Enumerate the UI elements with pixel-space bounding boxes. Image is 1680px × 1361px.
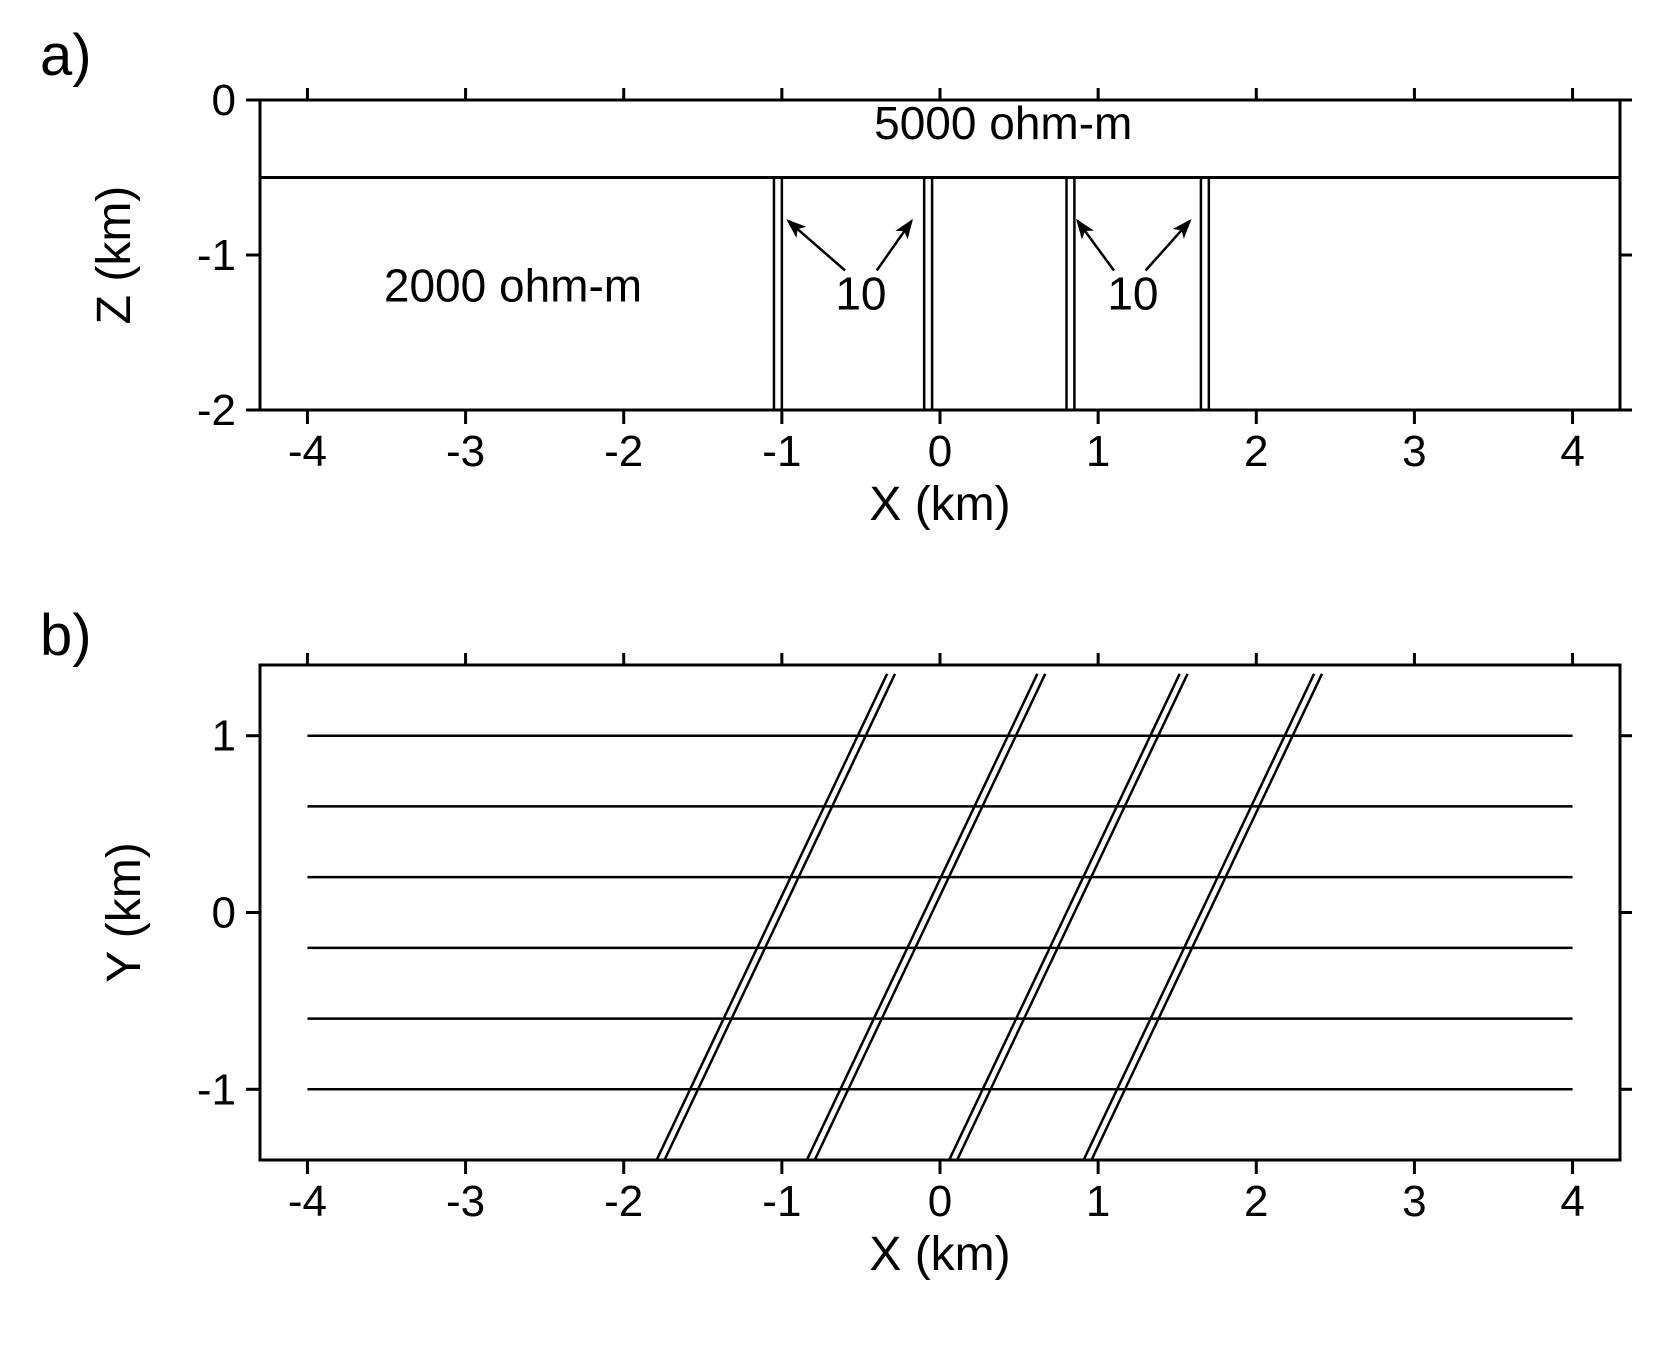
label-top-layer: 5000 ohm-m <box>874 97 1132 149</box>
y-axis-label: Z (km) <box>88 186 141 325</box>
y-tick-label: 1 <box>212 712 236 761</box>
arrow-icon <box>877 221 912 271</box>
dyke-trace <box>665 674 895 1160</box>
label-dyke-right: 10 <box>1107 267 1158 319</box>
dyke-trace <box>949 674 1179 1160</box>
x-tick-label: -2 <box>604 427 643 476</box>
x-axis-label: X (km) <box>869 478 1010 531</box>
x-tick-label: -4 <box>288 1177 327 1226</box>
dyke-trace <box>1084 674 1314 1160</box>
x-tick-label: -1 <box>762 1177 801 1226</box>
arrow-icon <box>1146 221 1190 271</box>
x-tick-label: 1 <box>1086 1177 1110 1226</box>
y-axis-label: Y (km) <box>98 842 151 982</box>
y-tick-label: -1 <box>197 231 236 280</box>
x-tick-label: -2 <box>604 1177 643 1226</box>
x-tick-label: 4 <box>1560 427 1584 476</box>
label-bottom-layer: 2000 ohm-m <box>384 260 642 312</box>
x-tick-label: 2 <box>1244 427 1268 476</box>
y-tick-label: 0 <box>212 889 236 938</box>
arrow-icon <box>1078 221 1114 271</box>
x-tick-label: 1 <box>1086 427 1110 476</box>
x-tick-label: -4 <box>288 427 327 476</box>
arrow-icon <box>788 221 845 271</box>
x-tick-label: 0 <box>928 1177 952 1226</box>
dyke-trace <box>657 674 887 1160</box>
x-tick-label: 2 <box>1244 1177 1268 1226</box>
x-axis-label: X (km) <box>869 1228 1010 1281</box>
y-tick-label: 0 <box>212 76 236 125</box>
panel-a-label: a) <box>40 23 92 88</box>
x-tick-label: 4 <box>1560 1177 1584 1226</box>
label-dyke-left: 10 <box>835 267 886 319</box>
y-tick-label: -1 <box>197 1065 236 1114</box>
y-tick-label: -2 <box>197 386 236 435</box>
x-tick-label: -1 <box>762 427 801 476</box>
x-tick-label: 3 <box>1402 1177 1426 1226</box>
x-tick-label: 3 <box>1402 427 1426 476</box>
x-tick-label: -3 <box>446 1177 485 1226</box>
dyke-trace <box>1091 674 1321 1160</box>
x-tick-label: 0 <box>928 427 952 476</box>
panel-b-frame <box>260 665 1620 1160</box>
dyke-trace <box>807 674 1037 1160</box>
dyke-trace <box>957 674 1187 1160</box>
x-tick-label: -3 <box>446 427 485 476</box>
panel-b-label: b) <box>40 603 92 668</box>
dyke-trace <box>815 674 1045 1160</box>
